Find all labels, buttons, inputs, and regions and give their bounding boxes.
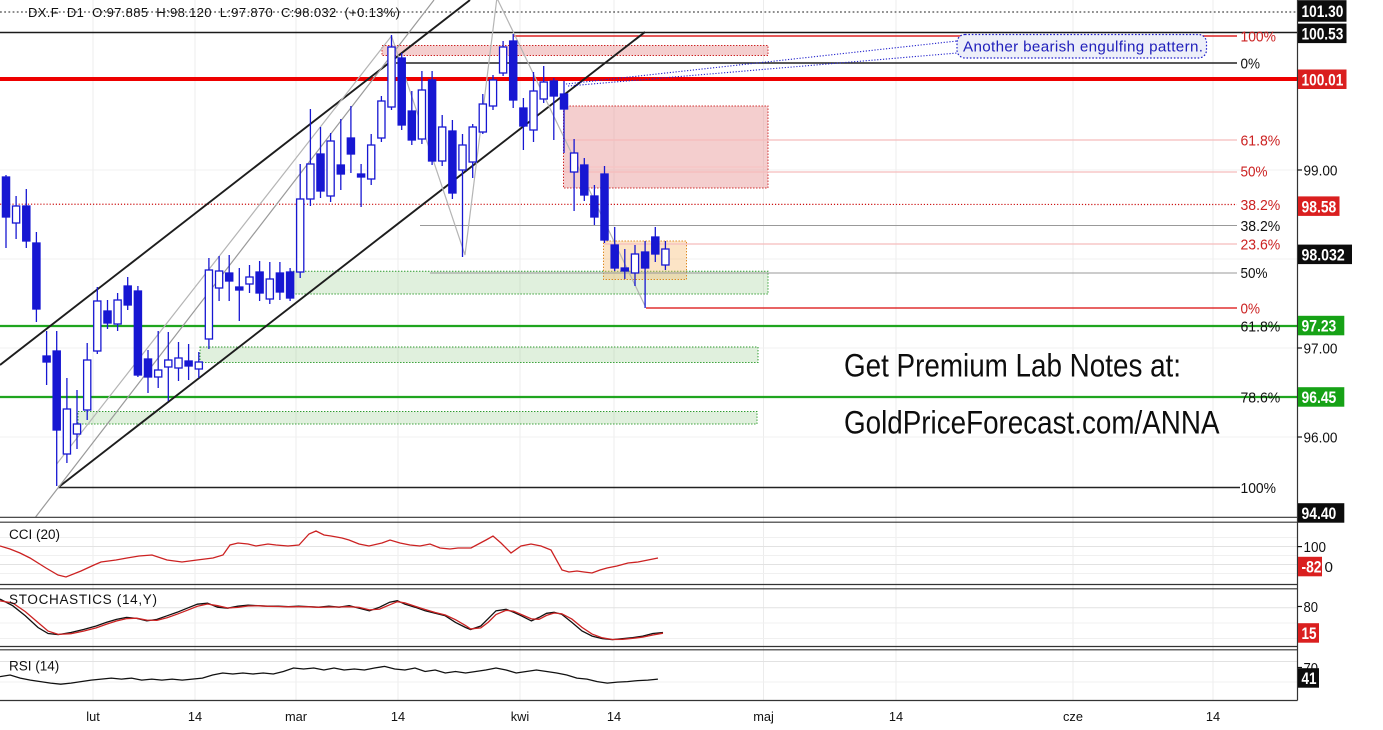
svg-text:100%: 100% [1241, 29, 1277, 46]
svg-text:38.2%: 38.2% [1241, 218, 1281, 235]
svg-text:50%: 50% [1241, 265, 1268, 282]
svg-text:97.00: 97.00 [1304, 341, 1338, 358]
svg-text:41: 41 [1302, 669, 1317, 688]
svg-text:0%: 0% [1241, 301, 1261, 318]
svg-text:Another bearish engulfing patt: Another bearish engulfing pattern. [963, 39, 1203, 56]
svg-text:23.6%: 23.6% [1241, 237, 1281, 254]
svg-text:14: 14 [889, 709, 903, 724]
svg-text:101.30: 101.30 [1302, 2, 1344, 21]
svg-text:98.58: 98.58 [1302, 197, 1337, 216]
svg-text:Get Premium Lab Notes at:: Get Premium Lab Notes at: [844, 348, 1181, 384]
svg-text:14: 14 [1206, 709, 1220, 724]
svg-text:100%: 100% [1241, 480, 1277, 497]
svg-text:STOCHASTICS (14,Y): STOCHASTICS (14,Y) [9, 592, 157, 607]
svg-text:80: 80 [1304, 599, 1319, 616]
svg-text:14: 14 [607, 709, 621, 724]
svg-text:-82: -82 [1302, 558, 1322, 577]
svg-text:CCI (20): CCI (20) [9, 527, 60, 542]
svg-text:96.00: 96.00 [1304, 430, 1338, 447]
svg-text:97.23: 97.23 [1302, 317, 1337, 336]
svg-text:96.45: 96.45 [1302, 388, 1337, 407]
svg-text:94.40: 94.40 [1302, 504, 1337, 523]
svg-text:mar: mar [285, 709, 308, 724]
svg-text:14: 14 [391, 709, 405, 724]
svg-text:15: 15 [1302, 624, 1317, 643]
svg-text:61.8%: 61.8% [1241, 133, 1281, 150]
svg-text:14: 14 [188, 709, 202, 724]
svg-text:61.8%: 61.8% [1241, 319, 1281, 336]
svg-text:98.032: 98.032 [1302, 246, 1345, 265]
svg-text:100.53: 100.53 [1302, 25, 1344, 44]
svg-text:100: 100 [1304, 539, 1327, 556]
svg-text:DX.F D1 O:97.885 H:98.120: DX.F D1 O:97.885 H:98.120 L:97.870 C:98.… [28, 5, 400, 20]
svg-text:kwi: kwi [511, 709, 529, 724]
svg-text:78.6%: 78.6% [1241, 390, 1281, 407]
svg-text:maj: maj [753, 709, 774, 724]
svg-text:RSI (14): RSI (14) [9, 659, 59, 674]
svg-text:99.00: 99.00 [1304, 163, 1338, 180]
svg-text:38.2%: 38.2% [1241, 197, 1281, 214]
svg-text:50%: 50% [1241, 164, 1268, 181]
svg-text:0: 0 [1325, 559, 1333, 576]
svg-text:0%: 0% [1241, 56, 1261, 73]
svg-text:lut: lut [86, 709, 100, 724]
svg-text:GoldPriceForecast.com/ANNA: GoldPriceForecast.com/ANNA [844, 405, 1220, 441]
svg-text:cze: cze [1063, 709, 1083, 724]
svg-text:100.01: 100.01 [1302, 71, 1344, 90]
